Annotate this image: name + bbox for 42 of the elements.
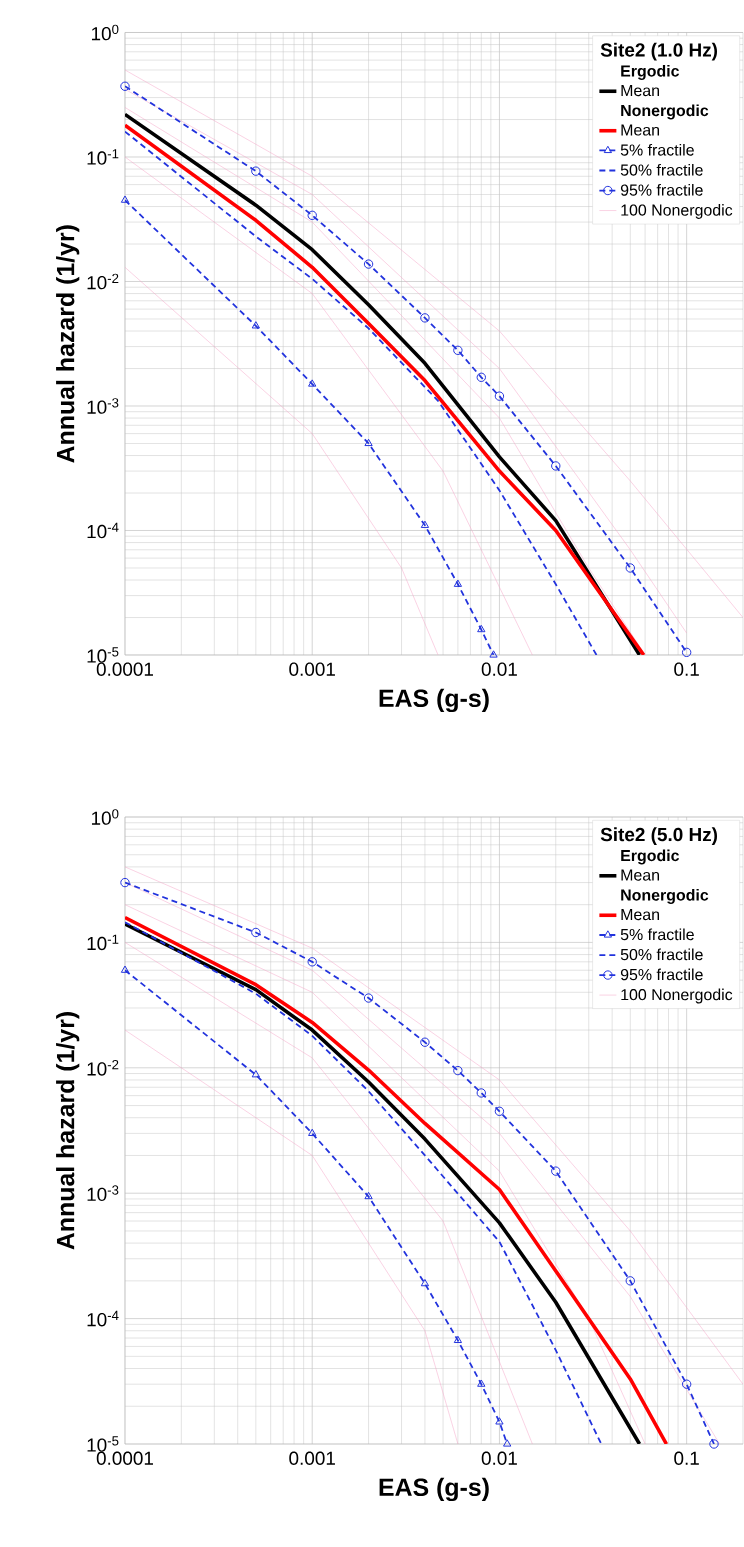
legend-label: 5% fractile [620, 143, 694, 156]
x-tick-label: 0.0001 [96, 662, 153, 676]
legend-label: 50% fractile [620, 163, 703, 176]
legend-label: 100 Nonergodic [621, 204, 733, 219]
y-tick-label: 10$^{-1}$ [87, 149, 119, 165]
y-tick-label: 10$^{-5}$ [87, 1436, 119, 1452]
y-tick-label: 10$^{-3}$ [87, 398, 119, 414]
legend-label: Mean [621, 909, 659, 921]
x-tick-label: 0.1 [674, 1451, 699, 1465]
y-tick-label: 10$^{-1}$ [87, 934, 119, 951]
x-axis-title: EAS (g-s) [379, 1477, 489, 1502]
y-axis-title: Annual hazard (1/yr) [56, 225, 80, 463]
y-tick-label: 10$^{-2}$ [87, 273, 119, 290]
y-tick-label: 10$^{-5}$ [87, 647, 119, 663]
annotation: Ergodic [621, 849, 680, 865]
legend-label: 95% fractile [620, 968, 703, 981]
annotation: Nonergodic [621, 104, 709, 120]
x-tick-label: 0.01 [481, 662, 517, 676]
annotation: Ergodic [621, 65, 680, 80]
x-axis-title: EAS (g-s) [379, 688, 489, 713]
x-tick-label: 0.0001 [96, 1451, 153, 1465]
legend-label: Mean [621, 124, 659, 136]
legend-label: 95% fractile [620, 184, 703, 196]
legend-title: Site2 (5.0 Hz) [600, 827, 718, 845]
y-tick-label: 10$^{0}$ [91, 24, 119, 41]
x-tick-label: 0.001 [289, 1451, 335, 1465]
annotation: Nonergodic [621, 889, 709, 904]
legend-label: 100 Nonergodic [621, 988, 733, 1004]
legend-label: 5% fractile [620, 928, 694, 941]
x-tick-label: 0.01 [481, 1451, 517, 1465]
x-tick-label: 0.001 [289, 662, 335, 676]
y-axis-title: Annual hazard (1/yr) [56, 1012, 80, 1250]
y-tick-label: 10$^{-4}$ [87, 1310, 119, 1327]
legend-label: 50% fractile [620, 948, 703, 961]
y-tick-label: 10$^{-3}$ [87, 1185, 119, 1202]
y-tick-label: 10$^{-2}$ [87, 1059, 119, 1076]
legend-label: Mean [621, 85, 659, 97]
y-tick-label: 10$^{-4}$ [87, 522, 119, 539]
y-tick-label: 10$^{0}$ [91, 809, 119, 825]
x-tick-label: 0.1 [674, 662, 699, 676]
legend-label: Mean [621, 869, 659, 881]
legend-title: Site2 (1.0 Hz) [600, 42, 718, 61]
